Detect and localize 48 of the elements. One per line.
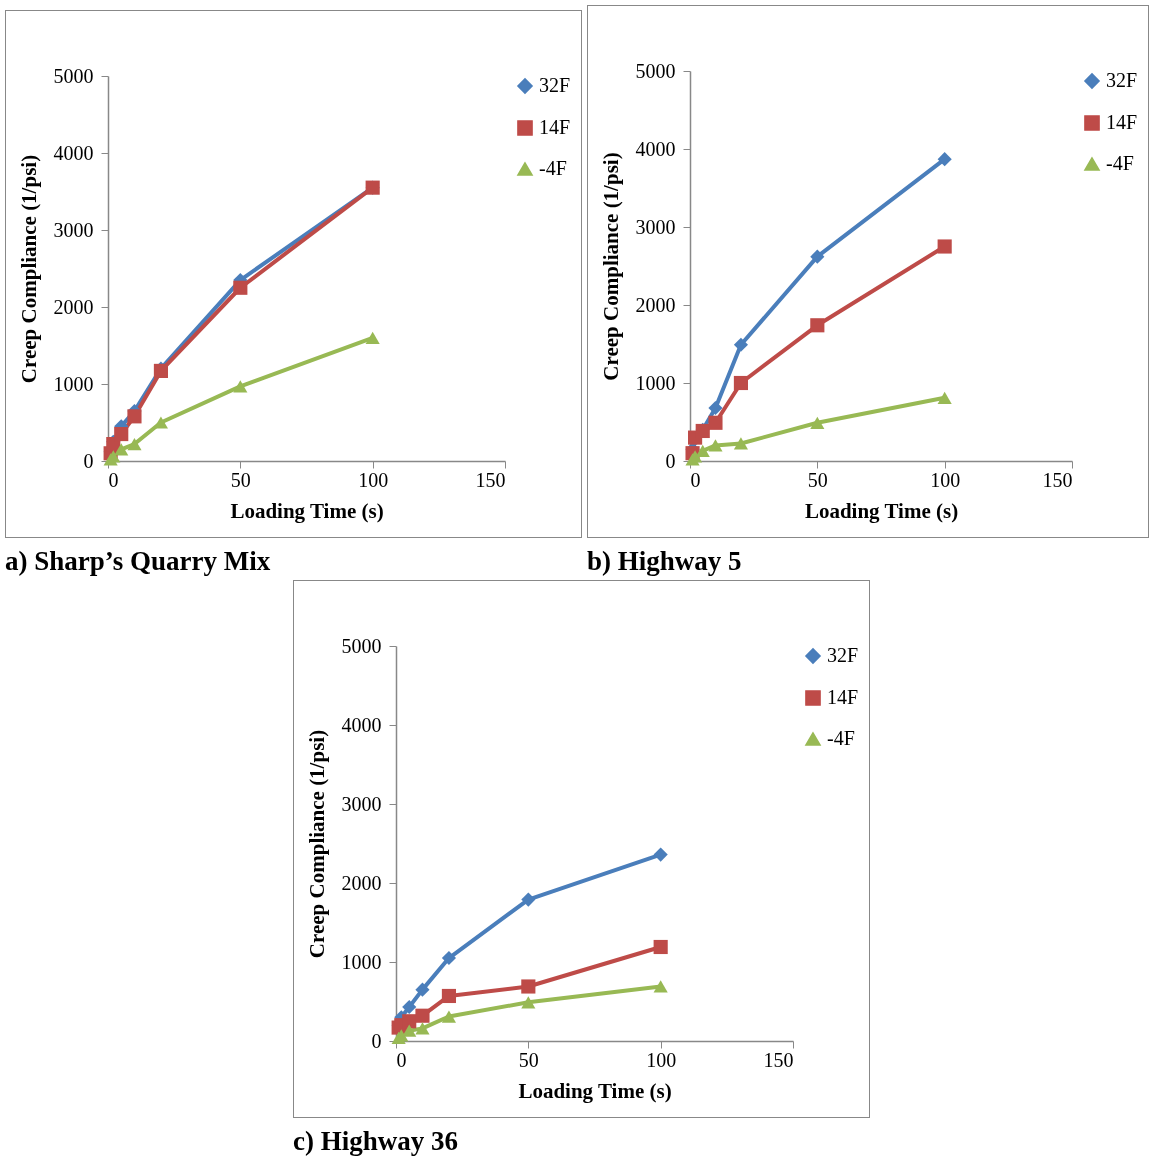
legend-label: 32F xyxy=(539,74,571,96)
x-tick-label: 100 xyxy=(358,468,389,491)
y-axis-title: Creep Compliance (1/psi) xyxy=(598,152,623,381)
text: b) Highway 5 xyxy=(587,546,743,577)
x-tick-label: 150 xyxy=(763,1048,794,1071)
legend-label: -4F xyxy=(539,157,567,179)
x-tick-label: 100 xyxy=(646,1048,677,1071)
y-tick-label: 3000 xyxy=(341,792,382,815)
legend-label: -4F xyxy=(1106,152,1134,174)
x-tick-label: 0 xyxy=(108,468,119,491)
y-tick-label: 2000 xyxy=(635,293,676,316)
text: c) Highway 36 xyxy=(293,1126,459,1157)
x-tick-label: 50 xyxy=(518,1048,539,1071)
y-tick-label: 4000 xyxy=(635,137,676,160)
y-tick-label: 2000 xyxy=(53,295,94,318)
y-tick-label: 1000 xyxy=(341,950,382,973)
y-tick-label: 1000 xyxy=(53,372,94,395)
legend-label: 14F xyxy=(1106,111,1138,133)
x-tick-label: 50 xyxy=(807,468,828,491)
y-tick-label: 0 xyxy=(83,449,94,472)
legend-label: 14F xyxy=(827,686,859,708)
y-tick-label: 5000 xyxy=(53,64,94,87)
x-tick-label: 0 xyxy=(690,468,701,491)
legend-label: -4F xyxy=(827,727,855,749)
x-axis-title: Loading Time (s) xyxy=(518,1078,672,1103)
x-axis-title: Loading Time (s) xyxy=(804,498,959,523)
y-tick-label: 3000 xyxy=(53,218,94,241)
legend-label: 14F xyxy=(539,116,571,138)
x-tick-label: 100 xyxy=(930,468,961,491)
text: a) Sharp’s Quarry Mix xyxy=(5,546,272,577)
legend-label: 32F xyxy=(1106,69,1138,91)
legend-label: 32F xyxy=(827,644,859,666)
y-tick-label: 5000 xyxy=(341,634,382,657)
y-tick-label: 0 xyxy=(665,449,676,472)
x-tick-label: 0 xyxy=(396,1048,407,1071)
y-tick-label: 4000 xyxy=(341,713,382,736)
y-tick-label: 1000 xyxy=(635,371,676,394)
x-tick-label: 150 xyxy=(475,468,506,491)
y-axis-title: Creep Compliance (1/psi) xyxy=(304,729,329,959)
x-tick-label: 150 xyxy=(1042,468,1073,491)
y-tick-label: 0 xyxy=(371,1029,382,1052)
x-tick-label: 50 xyxy=(230,468,251,491)
y-tick-label: 3000 xyxy=(635,215,676,238)
y-tick-label: 2000 xyxy=(341,871,382,894)
x-axis-title: Loading Time (s) xyxy=(230,498,384,523)
y-axis-title: Creep Compliance (1/psi) xyxy=(16,154,41,384)
y-tick-label: 5000 xyxy=(635,59,676,82)
y-tick-label: 4000 xyxy=(53,141,94,164)
